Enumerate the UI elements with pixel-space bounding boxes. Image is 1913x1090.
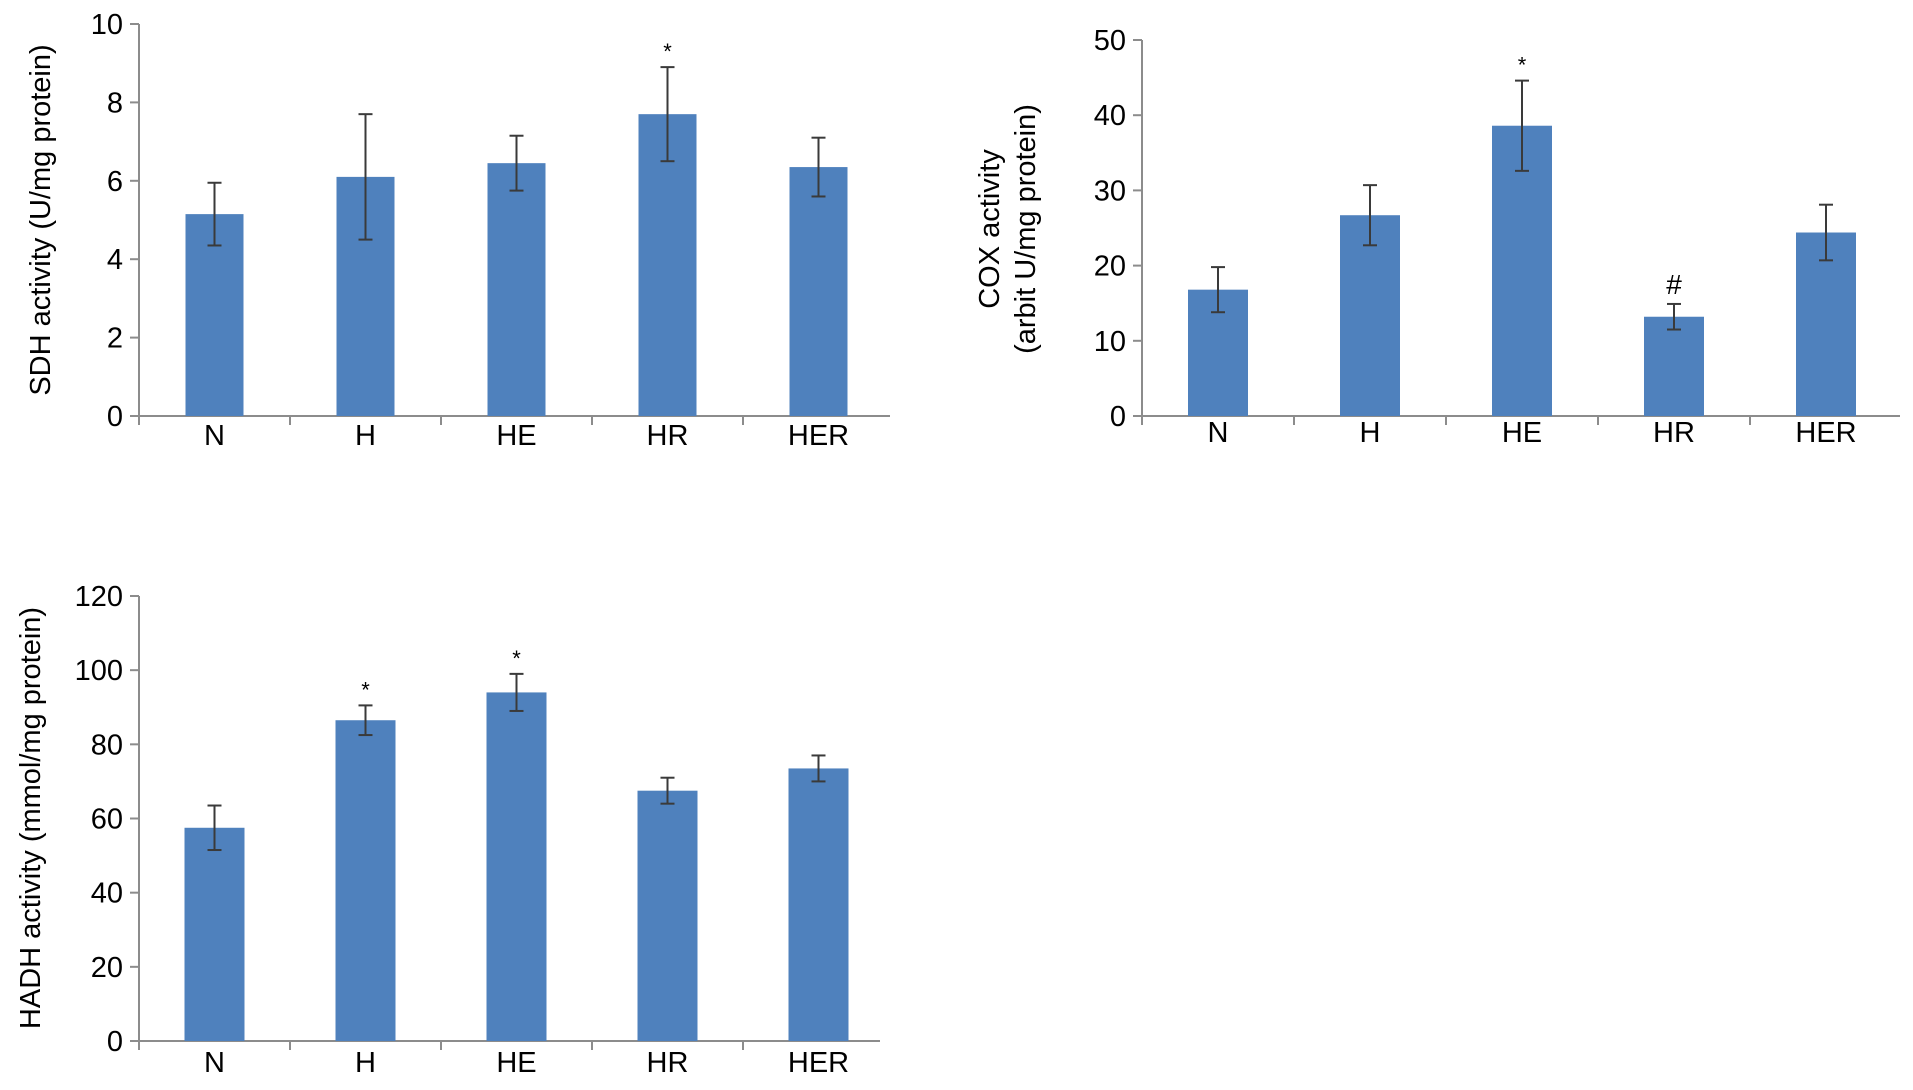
y-tick-label: 100 — [75, 655, 123, 687]
significance-asterisk: * — [512, 646, 521, 671]
y-tick-label: 40 — [1094, 100, 1126, 132]
y-tick-label: 120 — [75, 581, 123, 613]
y-tick-label: 40 — [91, 878, 123, 910]
y-tick-label: 10 — [1094, 326, 1126, 358]
y-axis-title: COX activity (arbit U/mg protein) — [974, 104, 1042, 354]
bar-her — [1796, 232, 1856, 416]
y-tick-label: 6 — [107, 166, 123, 198]
x-tick-label-hr: HR — [647, 420, 689, 452]
bar-hr — [638, 114, 697, 416]
y-tick-label: 50 — [1094, 25, 1126, 57]
hadh-activity-chart: 0 20 40 60 80 100 120 N H * HE * HR HER HADH activity … — [15, 581, 880, 1079]
cox-activity-chart: 0 10 20 30 40 50 N H HE * HR # HER COX activity (arbit… — [974, 25, 1900, 449]
significance-asterisk: * — [361, 677, 370, 702]
y-tick-label: 0 — [1110, 401, 1126, 433]
bar-he — [1492, 125, 1552, 416]
x-tick-label-he: HE — [496, 420, 536, 452]
bar-he — [487, 163, 546, 416]
sdh-activity-chart: 0 2 4 6 8 10 N H HE HR * HER SDH activity (U/mg prot… — [25, 9, 890, 452]
y-tick-label: 0 — [107, 401, 123, 433]
x-tick-label-hr: HR — [1653, 417, 1695, 449]
y-tick-label: 20 — [91, 952, 123, 984]
bar-he — [486, 692, 547, 1041]
bar-her — [788, 768, 849, 1041]
x-tick-label-h: H — [355, 420, 376, 452]
y-tick-label: 0 — [107, 1026, 123, 1058]
bar-h — [335, 720, 396, 1041]
y-tick-label: 60 — [91, 804, 123, 836]
significance-hash: # — [1666, 269, 1682, 300]
bar-n — [184, 827, 245, 1041]
y-tick-label: 8 — [107, 87, 123, 119]
x-tick-label-n: N — [1208, 417, 1229, 449]
bar-h — [1340, 215, 1400, 416]
x-tick-label-h: H — [1360, 417, 1381, 449]
x-tick-label-he: HE — [496, 1047, 536, 1079]
significance-asterisk: * — [663, 39, 672, 64]
x-tick-label-her: HER — [788, 420, 849, 452]
x-tick-label-her: HER — [1795, 417, 1856, 449]
x-tick-label-h: H — [355, 1047, 376, 1079]
x-tick-label-n: N — [204, 1047, 225, 1079]
y-tick-label: 10 — [91, 9, 123, 41]
y-tick-label: 80 — [91, 729, 123, 761]
bar-hr — [637, 790, 698, 1041]
y-axis-title: HADH activity (mmol/mg protein) — [15, 607, 47, 1029]
y-tick-label: 20 — [1094, 251, 1126, 283]
x-tick-label-n: N — [204, 420, 225, 452]
x-tick-label-her: HER — [788, 1047, 849, 1079]
significance-asterisk: * — [1518, 53, 1527, 78]
y-tick-label: 2 — [107, 323, 123, 355]
bar-her — [789, 167, 848, 416]
y-axis-title: SDH activity (U/mg protein) — [25, 44, 57, 395]
x-tick-label-he: HE — [1502, 417, 1542, 449]
bar-hr — [1644, 316, 1704, 416]
x-tick-label-hr: HR — [647, 1047, 689, 1079]
y-tick-label: 4 — [107, 244, 123, 276]
bar-n — [185, 214, 244, 416]
y-tick-label: 30 — [1094, 175, 1126, 207]
